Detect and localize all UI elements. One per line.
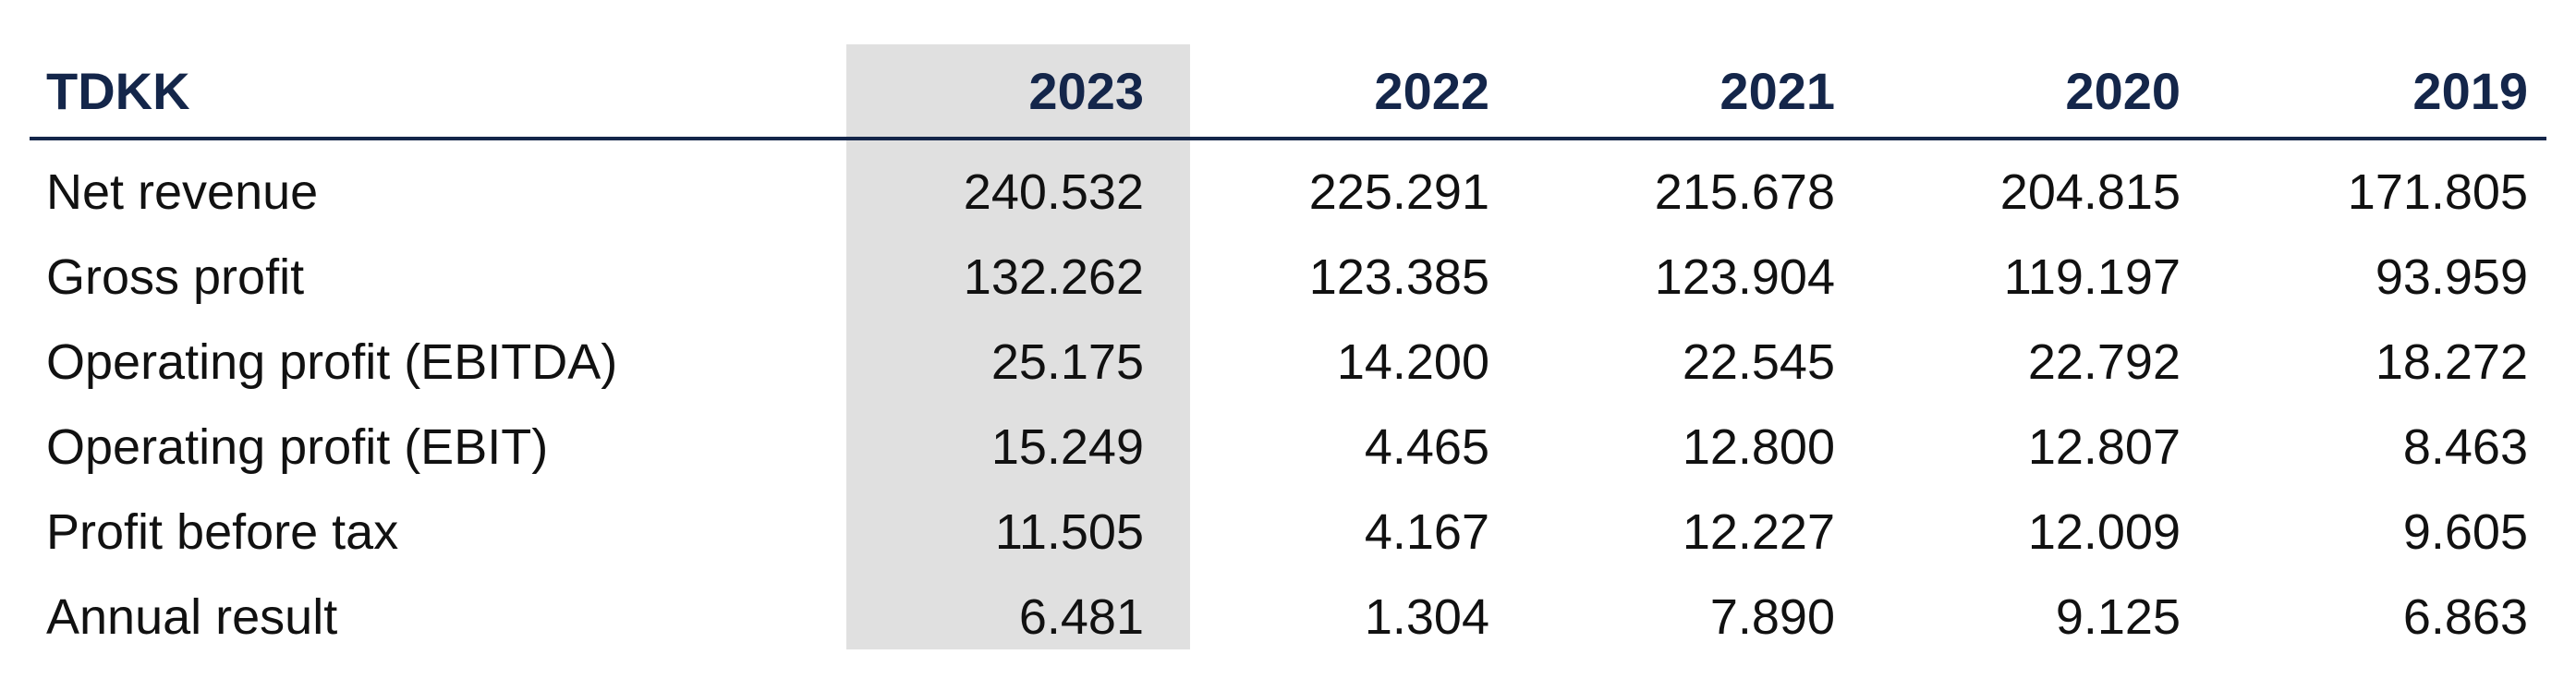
row-label: Profit before tax [46, 504, 399, 560]
table-cell: 9.605 [2402, 504, 2528, 560]
row-label: Annual result [46, 589, 338, 645]
table-row: Operating profit (EBITDA) 25.175 14.200 … [30, 320, 2546, 405]
table-row: Profit before tax 11.505 4.167 12.227 12… [30, 490, 2546, 575]
table-header-row: TDKK 2023 2022 2021 2020 2019 [30, 44, 2546, 140]
table-cell: 6.481 [1018, 589, 1144, 645]
table-row: Net revenue 240.532 225.291 215.678 204.… [30, 139, 2546, 235]
table-cell: 12.009 [2027, 504, 2181, 560]
table-cell: 12.800 [1682, 419, 1835, 475]
year-header: 2019 [2199, 44, 2546, 140]
table-cell: 240.532 [963, 164, 1144, 220]
financial-table: TDKK 2023 2022 2021 2020 2019 Net revenu… [30, 44, 2546, 660]
row-label: Operating profit (EBITDA) [46, 334, 618, 390]
table-cell: 6.863 [2402, 589, 2528, 645]
year-header: 2023 [817, 44, 1162, 140]
table-cell: 22.545 [1682, 334, 1835, 390]
row-label: Operating profit (EBIT) [46, 419, 549, 475]
table-cell: 123.904 [1654, 249, 1835, 305]
table-cell: 171.805 [2347, 164, 2528, 220]
table-cell: 14.200 [1336, 334, 1489, 390]
table-cell: 4.465 [1364, 419, 1489, 475]
table-cell: 12.227 [1682, 504, 1835, 560]
table-row: Annual result 6.481 1.304 7.890 9.125 6.… [30, 575, 2546, 660]
year-header: 2021 [1508, 44, 1853, 140]
table-cell: 132.262 [963, 249, 1144, 305]
table-cell: 225.291 [1308, 164, 1489, 220]
table-cell: 25.175 [990, 334, 1144, 390]
table-cell: 12.807 [2027, 419, 2181, 475]
table-cell: 8.463 [2402, 419, 2528, 475]
table-cell: 18.272 [2375, 334, 2528, 390]
table-cell: 4.167 [1364, 504, 1489, 560]
row-label: Gross profit [46, 249, 305, 305]
table-cell: 204.815 [1999, 164, 2181, 220]
year-header: 2022 [1162, 44, 1508, 140]
row-label: Net revenue [46, 164, 319, 220]
table-cell: 119.197 [2003, 249, 2181, 305]
table-cell: 7.890 [1709, 589, 1835, 645]
unit-header: TDKK [30, 44, 817, 140]
table-cell: 15.249 [990, 419, 1144, 475]
financial-summary: TDKK 2023 2022 2021 2020 2019 Net revenu… [30, 44, 2546, 660]
table-cell: 9.125 [2055, 589, 2181, 645]
table-row: Gross profit 132.262 123.385 123.904 119… [30, 235, 2546, 320]
table-cell: 22.792 [2027, 334, 2181, 390]
table-cell: 123.385 [1308, 249, 1489, 305]
current-year-highlight [846, 44, 1190, 649]
year-header: 2020 [1853, 44, 2199, 140]
table-cell: 1.304 [1364, 589, 1489, 645]
table-cell: 11.505 [994, 504, 1144, 560]
table-cell: 93.959 [2375, 249, 2528, 305]
table-row: Operating profit (EBIT) 15.249 4.465 12.… [30, 405, 2546, 490]
table-cell: 215.678 [1654, 164, 1835, 220]
